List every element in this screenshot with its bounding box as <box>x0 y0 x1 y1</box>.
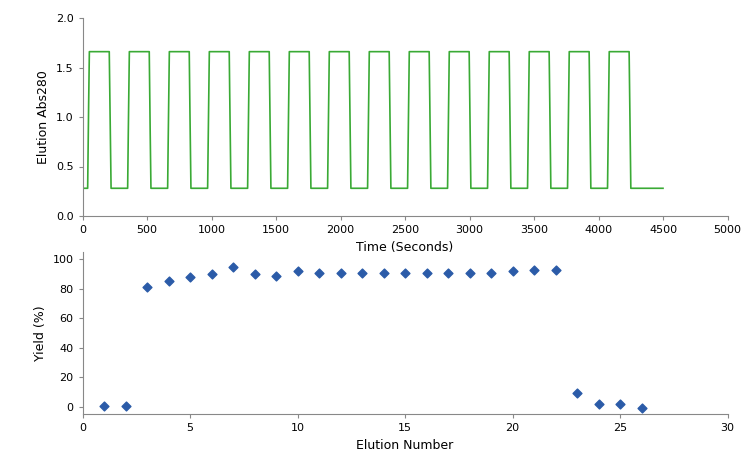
Point <box>550 266 562 273</box>
Point <box>571 390 583 397</box>
Point <box>506 268 518 275</box>
Y-axis label: Yield (%): Yield (%) <box>34 305 47 361</box>
Point <box>464 269 476 276</box>
Point <box>614 400 626 407</box>
Point <box>485 269 497 276</box>
Point <box>206 270 218 278</box>
Point <box>635 405 647 412</box>
Point <box>592 400 604 407</box>
Point <box>98 402 110 410</box>
Point <box>163 278 175 285</box>
Point <box>270 272 282 279</box>
Point <box>377 269 389 276</box>
Point <box>528 266 540 273</box>
Point <box>227 263 239 270</box>
Point <box>399 269 411 276</box>
Point <box>334 269 346 276</box>
Point <box>421 269 433 276</box>
Point <box>442 269 454 276</box>
Point <box>313 269 325 276</box>
Point <box>119 402 131 410</box>
Y-axis label: Elution Abs280: Elution Abs280 <box>38 70 50 164</box>
X-axis label: Time (Seconds): Time (Seconds) <box>356 241 454 254</box>
Point <box>292 268 304 275</box>
Point <box>184 274 196 281</box>
Point <box>248 270 260 278</box>
Point <box>356 269 368 276</box>
X-axis label: Elution Number: Elution Number <box>356 439 454 450</box>
Point <box>141 284 153 291</box>
